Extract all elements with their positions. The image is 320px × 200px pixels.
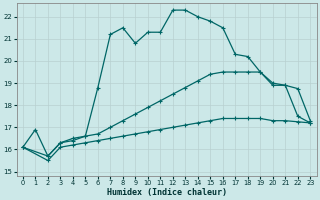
X-axis label: Humidex (Indice chaleur): Humidex (Indice chaleur) bbox=[107, 188, 227, 197]
